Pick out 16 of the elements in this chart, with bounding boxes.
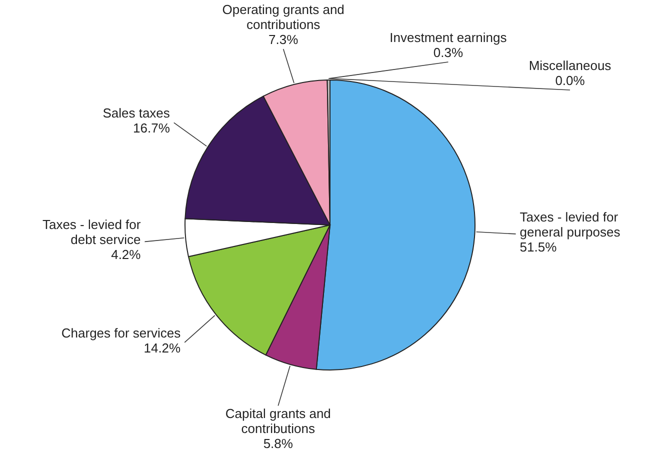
data-label: 4.2% (111, 247, 142, 262)
slice-label: Taxes - levied for debt service (42, 217, 142, 248)
slice-label: Operating grants and contributions (222, 2, 344, 32)
data-label: 0.3% (433, 45, 464, 60)
category-label: Miscellaneous (528, 58, 612, 73)
slice-label: Sales taxes (102, 106, 170, 121)
data-label: 14.2% (144, 340, 182, 356)
slice-label: Capital grants and contributions (225, 406, 331, 436)
data-label: 16.7% (133, 120, 170, 136)
data-label: 7.3% (268, 32, 299, 47)
slice-label: Investment earnings (390, 30, 508, 45)
slice-label: Taxes - levied for general purposes (520, 209, 621, 240)
data-label: 5.8% (263, 436, 294, 451)
slice-label: Charges for services (61, 325, 182, 340)
data-label: 51.5% (520, 239, 558, 254)
text: 0.0% (555, 73, 585, 88)
